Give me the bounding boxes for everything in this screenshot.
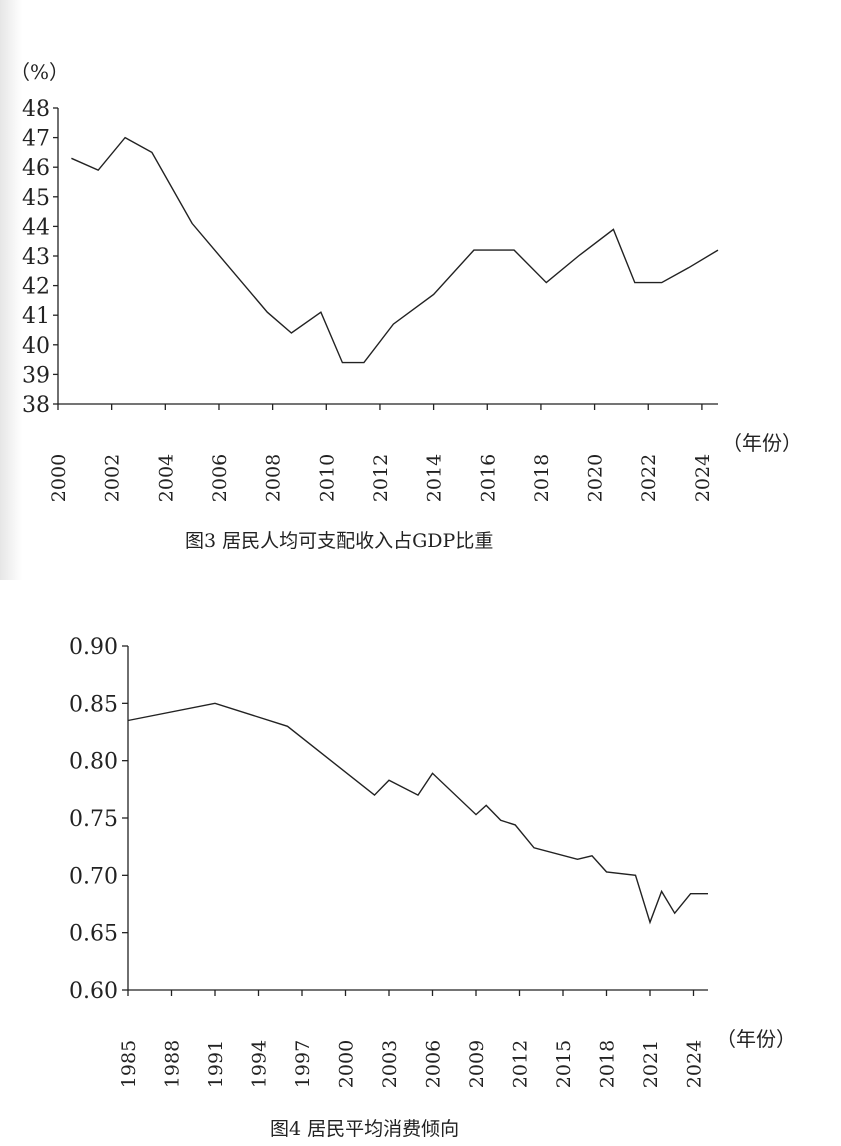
x-tick-label: 2022 — [638, 454, 660, 502]
y-tick-label: 40 — [22, 334, 50, 359]
y-tick-label: 46 — [22, 156, 50, 181]
x-tick-label: 2012 — [370, 454, 392, 502]
x-tick-label: 2008 — [263, 454, 285, 502]
page-edge-shadow — [0, 0, 22, 580]
y-tick-label: 43 — [22, 245, 50, 270]
x-tick-label: 2000 — [336, 1040, 358, 1088]
x-tick-label: 2006 — [209, 454, 231, 502]
y-tick-label: 0.80 — [69, 750, 118, 775]
chart-caption: 图3 居民人均可支配收入占GDP比重 — [185, 530, 493, 552]
x-tick-label: 2003 — [379, 1040, 401, 1088]
x-tick-label: 2021 — [640, 1040, 662, 1088]
x-tick-label: 2009 — [466, 1040, 488, 1088]
x-tick-label: 2018 — [597, 1040, 619, 1088]
series-line — [127, 702, 708, 925]
x-tick-label: 2012 — [510, 1040, 532, 1088]
x-unit-label: （年份） — [722, 431, 802, 455]
chart-caption: 图4 居民平均消费倾向 — [270, 1118, 459, 1140]
y-tick-label: 0.90 — [69, 635, 118, 660]
x-tick-label: 2015 — [553, 1040, 575, 1088]
y-tick-label: 0.60 — [69, 979, 118, 1004]
y-tick-label: 38 — [22, 393, 50, 418]
x-tick-label: 2006 — [423, 1040, 445, 1088]
x-tick-label: 1997 — [292, 1040, 314, 1088]
x-tick-label: 2000 — [48, 454, 70, 502]
y-tick-label: 0.70 — [69, 864, 118, 889]
x-tick-label: 2016 — [477, 454, 499, 502]
y-unit-label: （%） — [10, 60, 69, 84]
x-tick-label: 1994 — [249, 1040, 271, 1088]
x-tick-label: 2002 — [102, 454, 124, 502]
y-tick-label: 41 — [22, 304, 50, 329]
y-tick-label: 0.65 — [69, 922, 118, 947]
y-tick-label: 42 — [22, 275, 50, 300]
y-tick-label: 0.75 — [69, 807, 118, 832]
x-tick-label: 1991 — [205, 1040, 227, 1088]
y-tick-label: 44 — [22, 215, 50, 240]
x-tick-label: 2020 — [585, 454, 607, 502]
series-line — [71, 136, 719, 364]
y-tick-label: 39 — [22, 363, 50, 388]
x-tick-label: 2018 — [531, 454, 553, 502]
x-tick-label: 1988 — [162, 1040, 184, 1088]
x-tick-label: 1985 — [118, 1040, 140, 1088]
x-tick-label: 2004 — [155, 454, 177, 502]
chart-consumption-propensity: （年份） 图4 居民平均消费倾向 0.90 0.85 0.80 0.75 0.70 0.6… — [69, 635, 796, 1140]
x-tick-label: 2024 — [684, 1040, 706, 1088]
x-tick-label: 2010 — [316, 454, 338, 502]
y-tick-label: 0.85 — [69, 692, 118, 717]
x-unit-label: （年份） — [716, 1027, 796, 1051]
x-tick-label: 2014 — [424, 454, 446, 502]
y-tick-label: 47 — [22, 127, 50, 152]
x-tick-label: 2024 — [692, 454, 714, 502]
y-tick-label: 48 — [22, 97, 50, 122]
chart-income-share: （%） （年份） 图3 居民人均可支配收入占GDP比重 48 47 46 45 44 43… — [10, 60, 802, 552]
y-tick-label: 45 — [22, 186, 50, 211]
